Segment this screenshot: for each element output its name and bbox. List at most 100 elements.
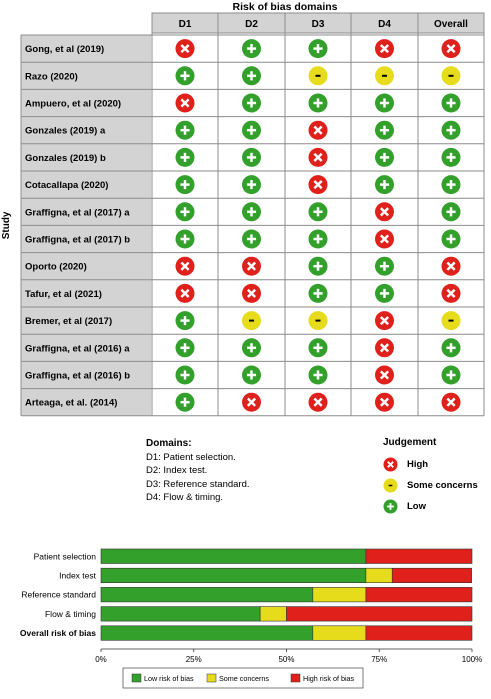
bar-legend-box bbox=[122, 667, 364, 689]
column-header-overall: Overall bbox=[434, 19, 468, 30]
some-rating-marker bbox=[308, 311, 328, 331]
bar-legend-swatch bbox=[206, 673, 217, 683]
low-rating-marker bbox=[441, 147, 461, 167]
domain-d2-label: D2: Index test. bbox=[146, 465, 208, 476]
judgement-legend-title: Judgement bbox=[383, 437, 437, 448]
low-rating-marker bbox=[175, 202, 195, 222]
high-rating-marker bbox=[441, 39, 461, 59]
bar-segment bbox=[100, 625, 314, 641]
high-rating-marker bbox=[175, 283, 195, 303]
judgement-some-item: Some concerns bbox=[383, 475, 478, 496]
low-rating-marker bbox=[375, 256, 394, 276]
bar-segment bbox=[365, 567, 393, 584]
bar-legend-swatch bbox=[131, 673, 142, 683]
low-rating-marker bbox=[242, 93, 261, 113]
study-name-label: Oporto (2020) bbox=[25, 262, 87, 273]
high-rating-marker bbox=[175, 256, 195, 276]
x-tick-label: 0% bbox=[95, 655, 107, 664]
high-rating-marker bbox=[242, 283, 261, 303]
bar-category-label: Reference standard bbox=[21, 590, 96, 600]
some-rating-marker bbox=[383, 478, 398, 493]
low-rating-marker bbox=[175, 338, 195, 358]
bar-segment bbox=[365, 625, 473, 641]
low-rating-marker bbox=[242, 338, 261, 358]
low-rating-marker bbox=[242, 365, 261, 385]
low-rating-marker bbox=[175, 392, 195, 412]
low-rating-marker bbox=[242, 175, 261, 195]
low-rating-marker bbox=[441, 338, 461, 358]
x-tick-label: 75% bbox=[371, 655, 387, 664]
low-rating-marker bbox=[242, 202, 261, 222]
high-rating-marker bbox=[375, 338, 394, 358]
low-rating-marker bbox=[441, 365, 461, 385]
low-rating-marker bbox=[175, 147, 195, 167]
high-rating-marker bbox=[308, 175, 328, 195]
bar-segment bbox=[100, 606, 261, 622]
study-name-label: Graffigna, et al (2016) a bbox=[25, 343, 130, 354]
high-rating-marker bbox=[175, 39, 195, 59]
some-rating-marker bbox=[441, 66, 461, 86]
bar-category-label: Flow & timing bbox=[45, 609, 96, 619]
low-rating-marker bbox=[242, 39, 261, 59]
bar-segment bbox=[312, 625, 367, 641]
some-rating-marker bbox=[375, 66, 394, 86]
high-rating-marker bbox=[375, 229, 394, 249]
high-rating-marker bbox=[375, 202, 394, 222]
judgement-some-label: Some concerns bbox=[407, 480, 478, 491]
low-rating-marker bbox=[375, 93, 394, 113]
some-concerns-minus-icon bbox=[383, 478, 398, 493]
study-name-label: Graffigna, et al (2016) b bbox=[25, 371, 130, 382]
column-header-d1: D1 bbox=[179, 19, 192, 30]
low-rating-marker bbox=[242, 229, 261, 249]
high-rating-marker bbox=[441, 283, 461, 303]
low-rating-marker bbox=[375, 147, 394, 167]
domain-d1-label: D1: Patient selection. bbox=[146, 451, 236, 463]
low-rating-marker bbox=[242, 120, 261, 140]
study-name-label: Ampuero, et al (2020) bbox=[25, 99, 121, 110]
column-header-d2: D2 bbox=[245, 19, 258, 30]
study-name-label: Gong, et al (2019) bbox=[25, 44, 104, 55]
study-name-label: Graffigna, et al (2017) a bbox=[25, 207, 130, 218]
judgement-high-label: High bbox=[407, 459, 429, 470]
judgement-low-item: Low bbox=[383, 496, 478, 517]
study-name-label: Gonzales (2019) b bbox=[25, 153, 106, 164]
x-tick-label: 25% bbox=[186, 655, 202, 664]
low-rating-marker bbox=[175, 229, 195, 249]
low-rating-marker bbox=[308, 229, 328, 249]
low-rating-marker bbox=[308, 39, 328, 59]
study-name-label: Arteaga, et al. (2014) bbox=[25, 398, 117, 409]
bar-category-label: Overall risk of bias bbox=[20, 628, 96, 638]
low-rating-marker bbox=[375, 283, 394, 303]
low-rating-marker bbox=[375, 175, 394, 195]
x-tick-label: 50% bbox=[278, 655, 294, 664]
bar-segment bbox=[100, 548, 367, 564]
high-rating-marker bbox=[441, 256, 461, 276]
low-risk-plus-icon bbox=[383, 499, 398, 514]
low-rating-marker bbox=[441, 120, 461, 140]
bar-segment bbox=[365, 587, 473, 603]
judgement-legend: Judgement High Some concerns Low bbox=[383, 437, 478, 517]
judgement-low-label: Low bbox=[407, 501, 426, 512]
traffic-light-plot: Risk of bias domains D1 D2 D3 D4 Overall Study… bbox=[1, 1, 485, 417]
domain-d4-label: D4: Flow & timing. bbox=[146, 492, 224, 503]
bar-segment bbox=[100, 567, 367, 584]
plot-title: Risk of bias domains bbox=[232, 1, 337, 13]
high-rating-marker bbox=[308, 392, 328, 412]
low-rating-marker bbox=[308, 93, 328, 113]
some-rating-marker bbox=[242, 311, 261, 331]
low-rating-marker bbox=[441, 229, 461, 249]
bar-category-label: Patient selection bbox=[34, 551, 97, 561]
study-name-label: Gonzales (2019) a bbox=[25, 126, 106, 137]
high-risk-x-icon bbox=[383, 457, 398, 472]
low-rating-marker bbox=[375, 120, 394, 140]
high-rating-marker bbox=[375, 311, 394, 331]
column-header-d3: D3 bbox=[312, 19, 325, 30]
study-axis-label: Study bbox=[1, 211, 12, 239]
summary-stacked-bar-chart: Patient selection Index test Reference sta… bbox=[20, 548, 482, 689]
domain-d3-label: D3: Reference standard. bbox=[146, 478, 250, 490]
bar-segment bbox=[259, 606, 287, 622]
bar-segment bbox=[312, 587, 367, 603]
bar-category-label: Index test bbox=[59, 570, 96, 580]
low-rating-marker bbox=[441, 175, 461, 195]
low-rating-marker bbox=[242, 66, 261, 86]
